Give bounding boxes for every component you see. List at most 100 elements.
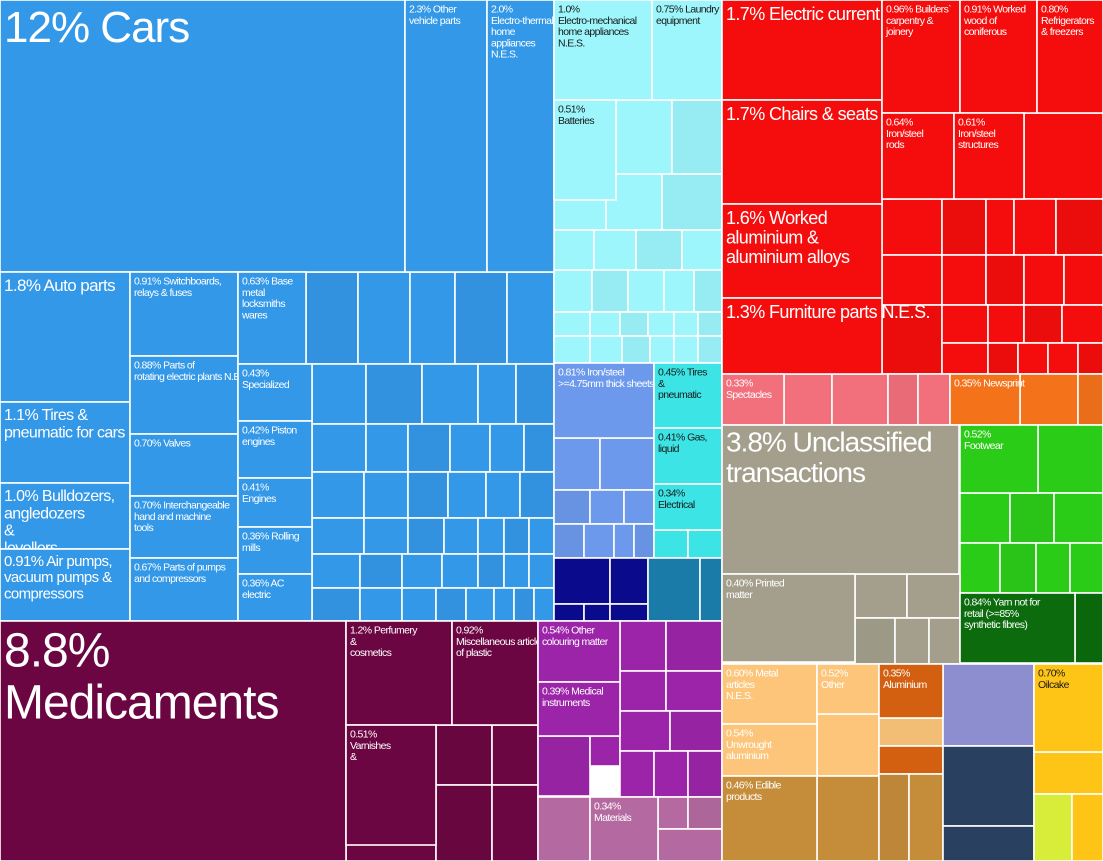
tile-label-line: 0.45% Tires xyxy=(658,367,707,379)
tile-label: 12% Cars xyxy=(4,3,189,52)
tile-label: 1.2% Perfumery & cosmetics xyxy=(350,625,418,660)
tile-label: 1.0% Electro-mechanical home appliances N.E… xyxy=(558,4,637,50)
tile-label: 0.70% Oilcake xyxy=(1038,668,1070,691)
tile-label-line: electric xyxy=(242,589,271,601)
treemap-tile xyxy=(0,620,347,861)
treemap-tile xyxy=(854,573,908,619)
tile-label: 0.63% Base metal locksmiths wares xyxy=(241,276,293,322)
tile-label-line: 0.70% xyxy=(1038,668,1065,680)
tile-label-line: metal xyxy=(242,287,265,299)
tile-label: 0.52% Other xyxy=(821,668,848,691)
treemap-tile xyxy=(657,828,723,861)
treemap-tile xyxy=(623,489,655,525)
tile-label-line: structures xyxy=(958,139,998,151)
tile-label: 0.54% Unwrought aluminium xyxy=(726,728,772,763)
tile-label-line: Electro-mechanical xyxy=(558,15,637,27)
tile-label-line: 0.91% Worked xyxy=(964,4,1026,16)
tile-label: 0.54% Other colouring matter xyxy=(542,625,609,648)
treemap-tile xyxy=(985,198,1015,256)
tile-label: 0.43% Specialized xyxy=(242,368,290,391)
treemap-tile xyxy=(908,773,944,861)
treemap-tile xyxy=(515,363,555,425)
treemap-tile xyxy=(613,523,635,559)
treemap-tile xyxy=(1071,793,1103,861)
treemap-tile xyxy=(129,433,239,497)
treemap-tile xyxy=(1077,342,1103,375)
tile-label-line: wares xyxy=(241,309,267,321)
treemap-tile xyxy=(854,617,896,665)
treemap-tile xyxy=(363,517,409,555)
tile-label-line: aluminium & xyxy=(726,227,819,247)
treemap-tile xyxy=(959,592,1076,664)
treemap-tile xyxy=(949,373,1021,426)
treemap-tile xyxy=(942,663,1035,747)
treemap-tile xyxy=(537,796,591,861)
tile-label-line: Refrigerators xyxy=(1041,15,1094,27)
treemap-tile xyxy=(693,269,723,313)
treemap-tile xyxy=(553,335,591,364)
tile-label-line: 3.8% Unclassified xyxy=(726,427,932,458)
treemap-tile xyxy=(619,620,667,672)
treemap-tile xyxy=(609,557,649,605)
treemap-tile xyxy=(999,542,1037,594)
tile-label: 0.61% Iron/steel structures xyxy=(958,117,998,152)
treemap-tile xyxy=(687,529,723,559)
treemap-tile xyxy=(928,617,961,665)
treemap-tile xyxy=(129,271,239,357)
treemap-tile xyxy=(1077,373,1103,426)
tile-label-line: 0.91% Air pumps, xyxy=(4,553,112,570)
tile-label-line: products xyxy=(726,791,762,803)
treemap-tile xyxy=(881,198,943,256)
tile-label-line: tools xyxy=(134,522,154,534)
tile-label-line: 12% Cars xyxy=(4,3,189,52)
tile-label: 1.6% Worked aluminium & aluminium alloys xyxy=(726,208,850,267)
treemap-tile xyxy=(1035,542,1071,594)
treemap-tile xyxy=(987,304,1025,344)
treemap-tile xyxy=(941,198,987,256)
treemap-tile xyxy=(237,420,313,479)
treemap-tile xyxy=(311,471,365,519)
treemap-tile xyxy=(721,0,883,101)
tile-label-line: Iron/steel xyxy=(886,128,923,140)
treemap-tile xyxy=(537,681,621,737)
treemap-tile xyxy=(721,297,883,375)
tile-label-line: wood of xyxy=(963,15,997,27)
tile-label-line: pneumatic for cars xyxy=(4,424,125,441)
treemap-tile xyxy=(1019,373,1079,426)
treemap-tile xyxy=(881,254,943,306)
treemap-tile xyxy=(673,311,699,337)
treemap-tile xyxy=(673,335,699,364)
tile-label-line: 0.54% xyxy=(726,728,753,740)
treemap-tile xyxy=(653,529,689,559)
tile-label: 0.34% Electrical xyxy=(658,488,695,511)
tile-label: 2.3% Other vehicle parts xyxy=(409,4,460,27)
tile-label: 0.41% Gas, liquid xyxy=(658,432,707,455)
tile-label: 0.67% Parts of pumps and compressors xyxy=(134,562,226,585)
treemap-tile xyxy=(359,587,403,622)
tile-label: 0.51% Varnishes & xyxy=(350,729,391,764)
tile-label-line: articles xyxy=(726,679,755,691)
treemap-tile xyxy=(589,735,621,767)
tile-label: 0.33% Spectacles xyxy=(726,378,772,401)
tile-label: 0.91% Worked wood of coniferous xyxy=(963,4,1026,39)
treemap-tile xyxy=(1023,304,1063,344)
treemap-tile xyxy=(1009,492,1055,544)
treemap-tile xyxy=(593,229,637,271)
tile-label-line: Engines xyxy=(242,493,276,505)
treemap-tile xyxy=(599,437,655,491)
treemap-tile xyxy=(661,173,723,231)
treemap-tile xyxy=(721,203,883,299)
tile-label-line: 1.1% Tires & xyxy=(4,407,88,424)
treemap-tile xyxy=(553,437,601,491)
tile-label-line: 0.39% Medical xyxy=(542,686,603,698)
treemap-tile xyxy=(237,477,313,528)
treemap-tile xyxy=(917,373,951,426)
tile-label-line: 0.36% AC xyxy=(242,578,285,590)
tile-label-line: retail (>=85% xyxy=(964,608,1019,620)
treemap-tile xyxy=(816,713,880,777)
tile-label-line: vehicle parts xyxy=(409,15,460,27)
treemap-tile xyxy=(649,335,675,364)
tile-label-line: 0.60% Metal xyxy=(726,668,778,680)
treemap-tile xyxy=(311,423,367,473)
treemap-tile xyxy=(881,0,961,114)
